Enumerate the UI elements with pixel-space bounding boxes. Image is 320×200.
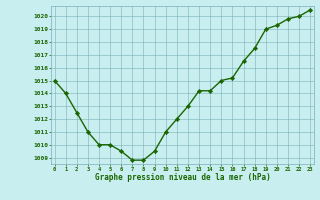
X-axis label: Graphe pression niveau de la mer (hPa): Graphe pression niveau de la mer (hPa) xyxy=(94,173,270,182)
